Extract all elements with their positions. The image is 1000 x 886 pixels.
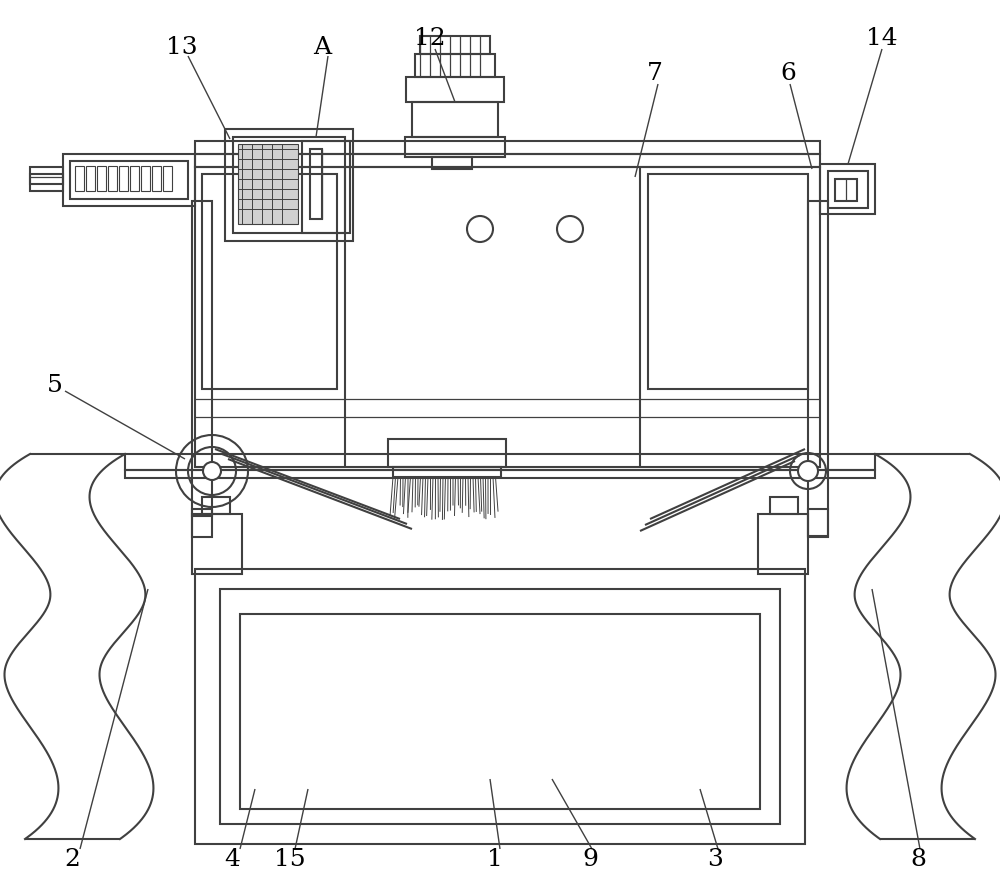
Bar	[86, 167, 95, 191]
Text: 7: 7	[647, 61, 663, 84]
Bar	[233, 138, 345, 234]
Text: 9: 9	[582, 848, 598, 871]
Circle shape	[203, 462, 221, 480]
Bar	[240, 614, 760, 809]
Bar	[393, 468, 501, 478]
Bar	[130, 167, 139, 191]
Bar	[30, 175, 63, 185]
Bar	[835, 180, 857, 202]
Text: 6: 6	[780, 61, 796, 84]
Bar	[108, 167, 117, 191]
Text: 14: 14	[866, 27, 898, 50]
Bar	[310, 150, 322, 220]
Text: 8: 8	[910, 848, 926, 871]
Text: 3: 3	[707, 848, 723, 871]
Text: 5: 5	[47, 373, 63, 396]
Bar	[432, 158, 472, 170]
Bar	[220, 589, 780, 824]
Bar	[125, 470, 875, 478]
Bar	[388, 439, 506, 468]
Bar	[412, 103, 498, 138]
Bar	[420, 37, 490, 55]
Bar	[30, 167, 63, 191]
Bar	[195, 155, 820, 167]
Bar	[63, 155, 195, 206]
Bar	[125, 455, 875, 470]
Bar	[770, 497, 798, 515]
Bar	[202, 497, 230, 515]
Bar	[202, 175, 337, 390]
Bar	[758, 515, 808, 574]
Bar	[192, 509, 212, 538]
Bar	[97, 167, 106, 191]
Bar	[75, 167, 84, 191]
Bar	[820, 165, 875, 214]
Text: 1: 1	[487, 848, 503, 871]
Bar	[192, 515, 242, 574]
Text: 13: 13	[166, 35, 198, 58]
Bar	[195, 142, 820, 155]
Bar	[192, 202, 212, 517]
Text: 15: 15	[274, 848, 306, 871]
Bar	[415, 55, 495, 78]
Bar	[828, 172, 868, 209]
Bar	[405, 138, 505, 158]
Bar	[141, 167, 150, 191]
Text: 12: 12	[414, 27, 446, 50]
Bar	[119, 167, 128, 191]
Bar	[225, 130, 353, 242]
Bar	[808, 509, 828, 538]
Bar	[195, 570, 805, 844]
Bar	[163, 167, 172, 191]
Text: 2: 2	[64, 848, 80, 871]
Bar	[648, 175, 808, 390]
Bar	[152, 167, 161, 191]
Circle shape	[798, 462, 818, 481]
Bar	[70, 162, 188, 199]
Bar	[808, 202, 828, 536]
Text: 4: 4	[224, 848, 240, 871]
Bar	[302, 142, 350, 234]
Bar	[238, 144, 298, 225]
Bar	[406, 78, 504, 103]
Text: A: A	[313, 35, 331, 58]
Bar	[195, 167, 820, 468]
